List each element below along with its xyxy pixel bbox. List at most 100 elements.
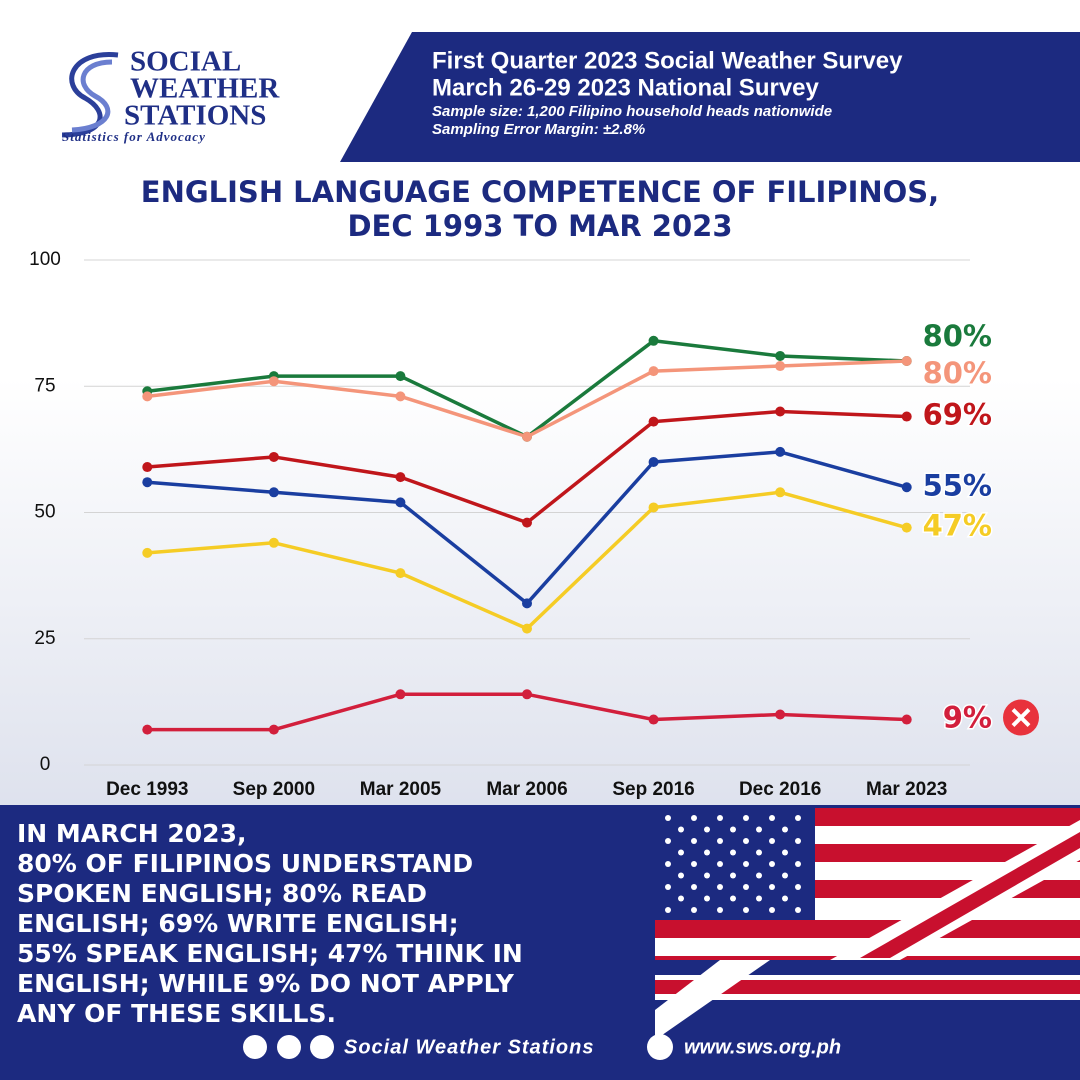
data-point	[522, 598, 532, 609]
star	[782, 849, 788, 856]
star	[704, 826, 710, 833]
data-point	[775, 361, 786, 372]
data-point	[522, 689, 532, 700]
footer-social: Social Weather Stations	[344, 1036, 594, 1058]
data-point	[775, 406, 786, 417]
stars	[665, 815, 801, 913]
star	[769, 861, 775, 867]
star	[756, 849, 762, 856]
star	[782, 826, 788, 833]
logo-mark	[61, 52, 119, 138]
star	[782, 872, 788, 879]
star	[756, 895, 762, 902]
star	[730, 895, 736, 902]
data-point	[775, 446, 786, 457]
y-tick-label: 100	[29, 249, 61, 270]
star	[691, 884, 697, 890]
data-point	[901, 356, 912, 366]
star	[730, 826, 736, 833]
star	[665, 838, 671, 844]
header-band	[340, 32, 1080, 162]
star	[795, 884, 801, 890]
star	[678, 895, 684, 902]
y-tick-label: 0	[40, 754, 51, 775]
star	[691, 861, 697, 867]
star	[717, 884, 723, 890]
data-point	[901, 522, 912, 533]
star	[691, 815, 697, 821]
facebook-icon[interactable]	[243, 1035, 267, 1059]
data-point	[142, 477, 153, 488]
x-tick-label: Mar 2023	[866, 779, 947, 800]
y-tick-label: 25	[34, 628, 55, 649]
survey-line: March 26-29 2023 National Survey	[432, 74, 820, 101]
star	[665, 884, 671, 890]
star	[795, 815, 801, 821]
data-point	[648, 457, 659, 467]
data-point	[142, 547, 153, 558]
data-point	[901, 714, 912, 725]
summary: IN MARCH 2023,80% OF FILIPINOS UNDERSTAN…	[17, 819, 523, 1028]
star	[730, 849, 736, 856]
star	[665, 861, 671, 867]
star	[795, 838, 801, 844]
star	[795, 907, 801, 913]
data-point	[268, 376, 279, 387]
logo-text: STATIONS	[124, 100, 266, 132]
data-point	[522, 517, 532, 528]
x-tick-label: Sep 2016	[612, 779, 694, 800]
star	[782, 895, 788, 902]
y-tick-label: 50	[34, 502, 55, 523]
star	[717, 815, 723, 821]
star	[769, 907, 775, 913]
chart-title: DEC 1993 TO MAR 2023	[347, 209, 732, 243]
data-point	[648, 366, 659, 377]
value-label: 80%	[923, 356, 992, 390]
data-point	[901, 411, 912, 422]
star	[678, 826, 684, 833]
star	[665, 815, 671, 821]
survey-line: First Quarter 2023 Social Weather Survey	[432, 47, 903, 74]
data-point	[395, 689, 406, 700]
value-label: 9%	[943, 701, 992, 735]
data-point	[395, 472, 406, 483]
logo-text: SOCIAL	[130, 46, 241, 78]
data-point	[268, 451, 279, 462]
data-point	[142, 724, 153, 735]
flags	[655, 808, 1080, 1040]
data-point	[522, 623, 532, 634]
data-point	[395, 371, 406, 382]
star	[769, 884, 775, 890]
footer-website[interactable]: www.sws.org.ph	[684, 1036, 841, 1058]
data-point	[775, 709, 786, 720]
data-point	[775, 350, 786, 361]
value-label: 47%	[923, 509, 992, 543]
data-point	[648, 714, 659, 725]
data-point	[901, 482, 912, 493]
data-point	[775, 487, 786, 498]
star	[678, 849, 684, 856]
star	[756, 826, 762, 833]
summary-line: ENGLISH; WHILE 9% DO NOT APPLY	[17, 969, 515, 998]
star	[795, 861, 801, 867]
star	[743, 815, 749, 821]
survey-detail: Sampling Error Margin: ±2.8%	[432, 121, 645, 138]
star	[704, 849, 710, 856]
star	[730, 872, 736, 879]
value-label: 69%	[923, 398, 992, 432]
star	[678, 872, 684, 879]
none-icon-x	[1011, 708, 1031, 727]
data-point	[268, 487, 279, 498]
x-tick-label: Dec 2016	[739, 779, 821, 800]
twitter-icon[interactable]	[277, 1035, 301, 1059]
survey-detail: Sample size: 1,200 Filipino household he…	[432, 103, 832, 120]
chart-title: ENGLISH LANGUAGE COMPETENCE OF FILIPINOS…	[141, 175, 939, 209]
star	[704, 895, 710, 902]
star	[717, 838, 723, 844]
x-tick-label: Mar 2006	[486, 779, 567, 800]
data-point	[522, 431, 532, 442]
star	[756, 872, 762, 879]
logo-text: WEATHER	[130, 73, 280, 105]
instagram-icon[interactable]	[310, 1035, 334, 1059]
